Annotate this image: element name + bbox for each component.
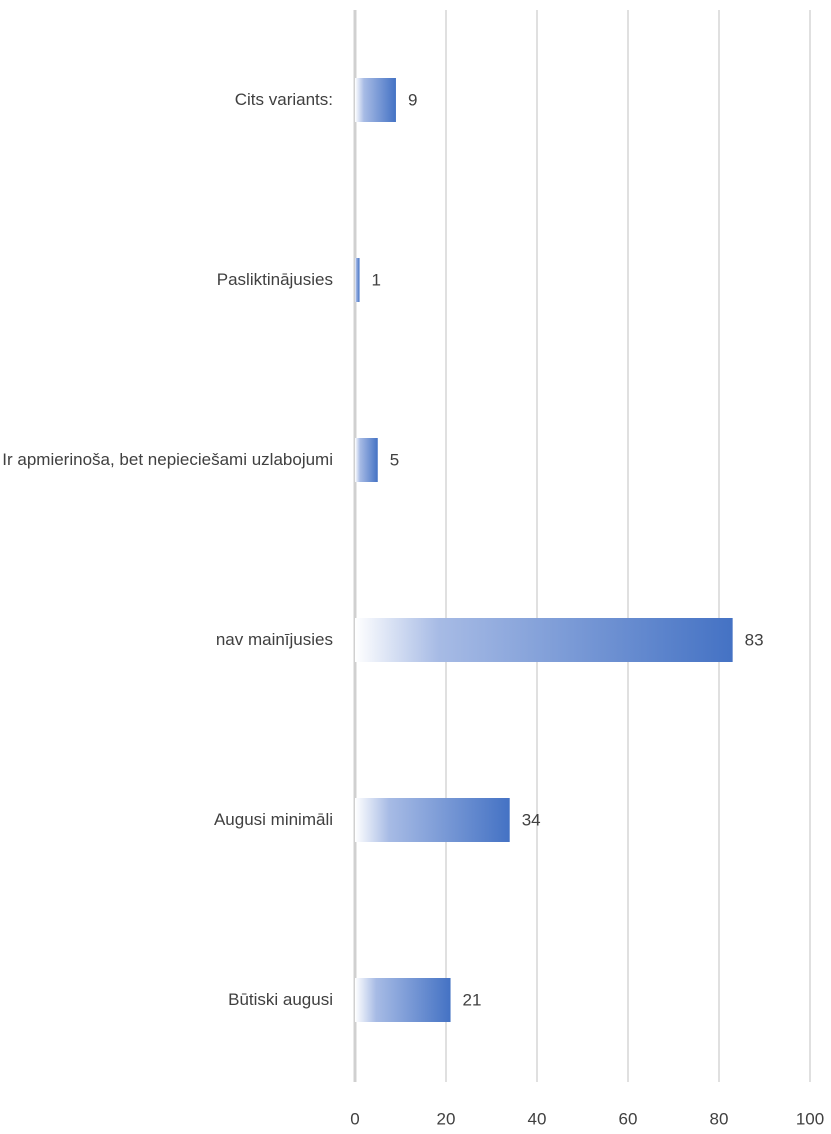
y-tick-label: nav mainījusies [215, 630, 333, 649]
x-tick-label: 40 [528, 1109, 547, 1128]
bar [355, 978, 451, 1022]
x-tick-label: 0 [350, 1109, 359, 1128]
x-tick-label: 100 [796, 1109, 824, 1128]
value-label: 83 [745, 630, 764, 649]
y-tick-label: Būtiski augusi [228, 990, 333, 1009]
value-label: 21 [463, 990, 482, 1009]
x-tick-label: 80 [710, 1109, 729, 1128]
bar [355, 438, 378, 482]
y-tick-label: Pasliktinājusies [216, 270, 333, 289]
bar [355, 258, 360, 302]
y-tick-label: Augusi minimāli [213, 810, 333, 829]
x-tick-label: 60 [619, 1109, 638, 1128]
x-tick-label: 20 [437, 1109, 456, 1128]
bar [355, 618, 733, 662]
value-label: 1 [372, 270, 381, 289]
bar [355, 78, 396, 122]
value-label: 5 [390, 450, 399, 469]
y-tick-label: Ir apmierinoša, bet nepieciešami uzlaboj… [2, 450, 333, 469]
y-tick-label: Cits variants: [234, 90, 333, 109]
bar [355, 798, 510, 842]
value-label: 34 [522, 810, 541, 829]
value-label: 9 [408, 90, 417, 109]
